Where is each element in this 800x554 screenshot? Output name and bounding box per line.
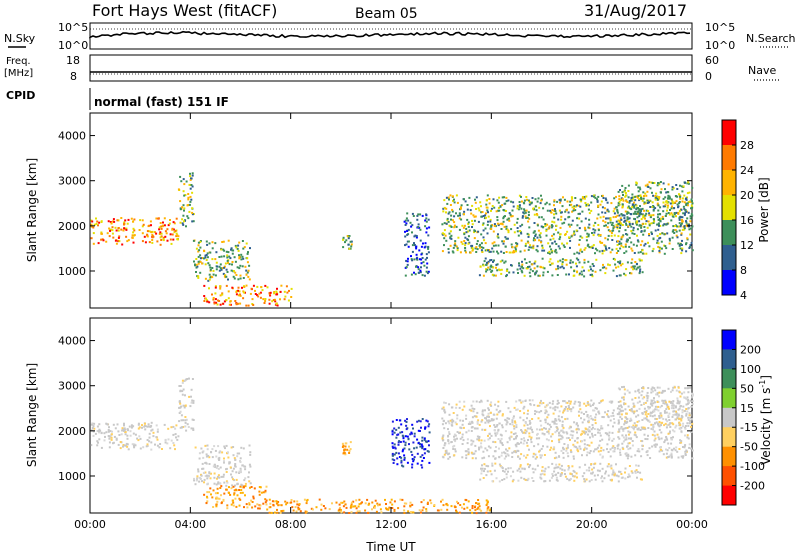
power-ytick-label: 1000	[58, 265, 86, 278]
power-echo-region	[192, 239, 251, 282]
power-echo-region	[441, 194, 694, 255]
velocity-ytick-label: 1000	[58, 470, 86, 483]
power-colorbar-segment	[722, 245, 736, 271]
velocity-ylabel: Slant Range [km]	[25, 363, 39, 467]
noise-panel: N.Sky 10^5 10^0 10^5 10^0 N.Search	[4, 21, 796, 52]
power-echo-region	[403, 212, 431, 277]
nave-tick-high: 60	[705, 54, 719, 67]
x-axis-label: Time UT	[365, 540, 416, 554]
power-colorbar-segment	[722, 195, 736, 221]
velocity-colorbar-segment	[722, 485, 736, 506]
power-colorbar-segment	[722, 145, 736, 171]
velocity-colorbar-segment	[722, 427, 736, 448]
velocity-colorbar-tick: 200	[740, 343, 761, 356]
beam-title: Beam 05	[355, 6, 418, 22]
velocity-echo-region	[479, 462, 643, 483]
power-echoes	[90, 172, 694, 307]
freq-panel: Freq. [MHz] 18 8 60 0 Nave	[4, 54, 780, 83]
power-ytick-label: 3000	[58, 175, 86, 188]
xtick-label: 04:00	[174, 518, 206, 531]
nsearch-label: N.Search	[746, 32, 796, 45]
power-colorbar-segment	[722, 120, 736, 146]
power-colorbar-tick: 16	[740, 214, 754, 227]
power-echo-region	[90, 217, 180, 246]
velocity-echo-region	[203, 485, 268, 510]
power-echo-region	[478, 257, 644, 278]
freq-unit: [MHz]	[4, 68, 33, 79]
cpid-panel: CPID normal (fast) 151 IF	[6, 88, 229, 110]
velocity-colorbar-segment	[722, 388, 736, 409]
date-title: 31/Aug/2017	[584, 1, 687, 20]
velocity-ytick-label: 2000	[58, 425, 86, 438]
power-colorbar-label: Power [dB]	[757, 177, 771, 242]
nave-tick-low: 0	[705, 70, 712, 83]
velocity-echo-region	[265, 498, 492, 515]
velocity-colorbar-segment	[722, 466, 736, 486]
cpid-text: normal (fast) 151 IF	[94, 95, 229, 109]
power-colorbar-segment	[722, 270, 736, 296]
xtick-label: 08:00	[275, 518, 307, 531]
xtick-label: 12:00	[375, 518, 407, 531]
power-colorbar-tick: 24	[740, 164, 754, 177]
noise-tick-low-right: 10^0	[705, 39, 735, 52]
xtick-label: 16:00	[475, 518, 507, 531]
noise-tick-high-right: 10^5	[705, 21, 735, 34]
noise-tick-high: 10^5	[58, 21, 88, 34]
noise-sky-line	[89, 30, 691, 39]
power-echo-region	[342, 235, 353, 250]
power-colorbar-segment	[722, 170, 736, 196]
freq-label: Freq.	[6, 56, 31, 67]
power-echo-region	[177, 172, 195, 228]
freq-tick-high: 18	[66, 54, 80, 67]
velocity-echo-region	[391, 418, 431, 469]
power-echo-region	[203, 284, 293, 307]
noise-tick-low: 10^0	[58, 39, 88, 52]
velocity-colorbar-segment	[722, 407, 736, 428]
power-colorbar-tick: 28	[740, 139, 754, 152]
xtick-label: 20:00	[576, 518, 608, 531]
velocity-echo-region	[193, 444, 252, 487]
velocity-panel: 1000 2000 3000 4000 00:00 04:00 08:00 12:00 16:…	[25, 317, 773, 554]
velocity-echo-region	[341, 441, 352, 456]
velocity-colorbar-label: Velocity [m s-1]	[758, 375, 773, 465]
velocity-echo-region	[616, 385, 694, 433]
cpid-label: CPID	[6, 89, 35, 102]
power-colorbar-tick: 20	[740, 189, 754, 202]
power-panel: 1000 2000 3000 4000 Slant Range [km] 28 24 20…	[25, 112, 771, 309]
xtick-label: 00:00	[74, 518, 106, 531]
velocity-colorbar-tick: 50	[740, 382, 754, 395]
velocity-colorbar-tick: -100	[740, 460, 765, 473]
power-colorbar-tick: 12	[740, 239, 754, 252]
xtick-label: 00:00	[676, 518, 708, 531]
nsky-label: N.Sky	[4, 32, 36, 45]
power-echo-region	[617, 181, 694, 228]
power-ytick-label: 2000	[58, 220, 86, 233]
velocity-colorbar-tick: -15	[740, 421, 758, 434]
power-colorbar: 28 24 20 16 12 8 4	[721, 119, 754, 302]
velocity-colorbar-segment	[722, 446, 736, 467]
velocity-colorbar-segment	[722, 349, 736, 370]
power-ylabel: Slant Range [km]	[25, 158, 39, 262]
velocity-colorbar-tick: 15	[740, 402, 754, 415]
velocity-colorbar-tick: -50	[740, 441, 758, 454]
station-title: Fort Hays West (fitACF)	[92, 1, 277, 20]
velocity-colorbar-segment	[722, 330, 736, 350]
velocity-echoes	[90, 377, 694, 515]
power-colorbar-tick: 4	[740, 289, 747, 302]
power-colorbar-segment	[722, 220, 736, 246]
power-colorbar-tick: 8	[740, 264, 747, 277]
power-ytick-label: 4000	[58, 130, 86, 143]
velocity-echo-region	[178, 377, 195, 432]
velocity-ytick-label: 4000	[58, 335, 86, 348]
velocity-colorbar-tick: -200	[740, 480, 765, 493]
velocity-ytick-label: 3000	[58, 380, 86, 393]
velocity-colorbar-tick: 100	[740, 363, 761, 376]
velocity-colorbar-segment	[722, 368, 736, 389]
velocity-echo-region	[90, 421, 180, 451]
velocity-colorbar: 200 100 50 15 -15 -50 -100 -200	[721, 329, 765, 506]
nave-label: Nave	[748, 64, 776, 77]
freq-tick-low: 8	[70, 70, 77, 83]
